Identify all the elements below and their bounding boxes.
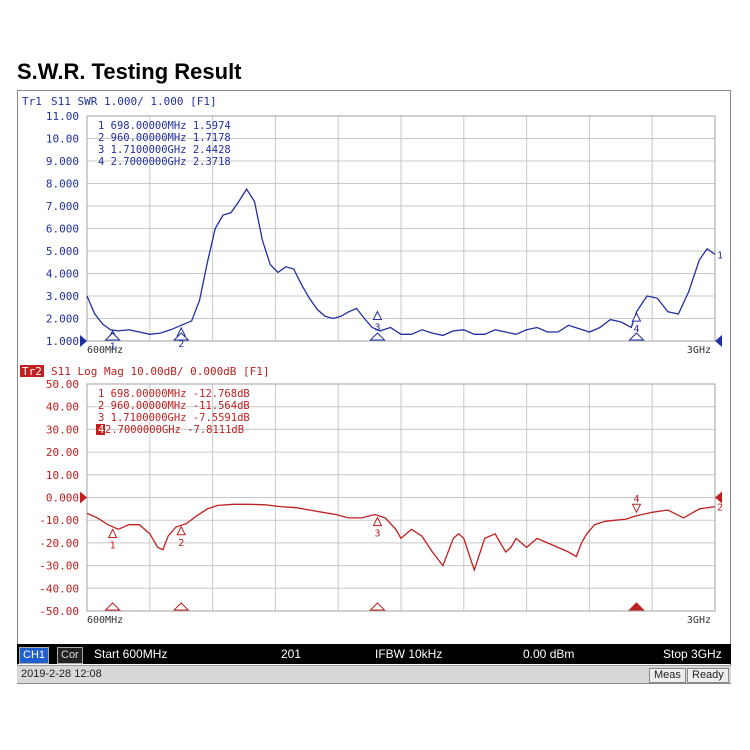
marker-position-indicator [104, 602, 121, 611]
trace-header: S11 Log Mag 10.00dB/ 0.000dB [F1] [51, 365, 270, 378]
reference-arrow-left [80, 491, 87, 504]
y-tick-label: 9.000 [46, 155, 79, 168]
y-tick-label: 5.000 [46, 245, 79, 258]
page-title: S.W.R. Testing Result [17, 59, 242, 84]
y-tick-label: -30.00 [39, 560, 79, 573]
swr-panel: Tr1 S11 SWR 1.000/ 1.000 [F1] 11.00 10.00 9.… [22, 95, 723, 356]
marker-table-row: 2 960.00000MHz 1.7178 [98, 132, 231, 144]
y-tick-label: -10.00 [39, 514, 79, 527]
reference-arrow-right [715, 335, 722, 347]
marker-triangle [631, 503, 642, 514]
ready-indicator: Ready [687, 668, 729, 683]
marker-label: 2 [178, 538, 184, 549]
y-tick-label: -50.00 [39, 605, 79, 618]
status-bar: CH1 Cor Start 600MHz 201 IFBW 10kHz 0.00… [17, 644, 731, 664]
marker-table-row: 4 2.7000000GHz 2.3718 [98, 156, 231, 168]
sweep-points[interactable]: 201 [281, 647, 302, 661]
y-tick-label: 30.00 [46, 423, 79, 436]
marker-position-indicator [369, 602, 386, 611]
active-marker-bg [96, 424, 105, 435]
y-tick-label: 10.00 [46, 469, 79, 482]
marker-position-indicator [369, 332, 386, 341]
marker-label: 1 [110, 540, 116, 551]
plot-border [86, 115, 716, 342]
reference-arrow-left [80, 335, 87, 347]
marker-label: 4 [634, 494, 640, 505]
marker-triangle [107, 528, 118, 538]
power-level[interactable]: 0.00 dBm [523, 647, 575, 661]
marker-position-indicator [628, 332, 645, 341]
marker-table-row: 2 960.00000MHz -11.564dB [98, 400, 250, 412]
analyzer-screen: Tr1 S11 SWR 1.000/ 1.000 [F1] 11.00 10.00 9.… [17, 90, 731, 684]
y-tick-label: 20.00 [46, 446, 79, 459]
marker-table-row: 1 698.00000MHz 1.5974 [98, 120, 231, 132]
marker-label: 2 [178, 339, 184, 350]
trace-end-label: 1 [717, 250, 723, 261]
trace-label: Tr1 [22, 95, 42, 108]
start-frequency[interactable]: Start 600MHz [94, 647, 168, 661]
marker-label: 3 [374, 323, 380, 334]
x-stop-label: 3GHz [687, 345, 711, 356]
meas-indicator[interactable]: Meas [649, 668, 686, 683]
if-bandwidth[interactable]: IFBW 10kHz [375, 647, 443, 661]
trace-label-bg [20, 365, 44, 377]
marker-triangle [372, 310, 383, 321]
timestamp: 2019-2-28 12:08 [21, 668, 102, 680]
y-tick-label: 1.000 [46, 335, 79, 348]
marker-position-indicator [104, 332, 121, 341]
y-tick-label: 4.000 [46, 268, 79, 281]
x-stop-label: 3GHz [687, 615, 711, 626]
x-start-label: 600MHz [87, 615, 123, 626]
y-tick-label: 8.000 [46, 178, 79, 191]
y-tick-label: 11.00 [46, 110, 79, 123]
marker-table-row: 2.7000000GHz -7.8111dB [105, 424, 244, 436]
y-tick-label: -40.00 [39, 582, 79, 595]
trace-header: S11 SWR 1.000/ 1.000 [F1] [51, 95, 217, 108]
marker-label: 3 [374, 529, 380, 540]
trace-line [86, 187, 716, 337]
y-tick-label: 2.000 [46, 313, 79, 326]
y-tick-label: 0.000 [46, 492, 79, 505]
y-tick-label: -20.00 [39, 537, 79, 550]
marker-table-row: 3 1.7100000GHz 2.4428 [98, 144, 231, 156]
trace-end-label: 2 [717, 503, 723, 514]
y-tick-label: 3.000 [46, 290, 79, 303]
marker-position-indicator [172, 332, 190, 341]
chart-area: Tr1 S11 SWR 1.000/ 1.000 [F1] 11.00 10.00 9.… [20, 95, 723, 626]
channel-indicator[interactable]: CH1 [19, 647, 50, 664]
y-tick-label: 10.00 [46, 133, 79, 146]
marker-triangle [372, 516, 383, 527]
trace-label: Tr2 [22, 365, 42, 378]
marker-position-indicator [628, 602, 645, 611]
reference-arrow-right [715, 491, 722, 504]
y-tick-label: 50.00 [46, 378, 79, 391]
marker-table-number: 4 [98, 424, 104, 436]
marker-table-row: 1 698.00000MHz -12.768dB [98, 388, 250, 400]
marker-label: 1 [110, 342, 116, 353]
marker-triangle [176, 525, 187, 536]
marker-position-indicator [172, 602, 190, 611]
marker-label: 4 [634, 324, 640, 335]
correction-indicator[interactable]: Cor [57, 647, 83, 664]
y-tick-label: 40.00 [46, 401, 79, 414]
stop-frequency[interactable]: Stop 3GHz [663, 647, 722, 661]
marker-triangle [631, 312, 642, 322]
y-tick-label: 7.000 [46, 200, 79, 213]
y-tick-label: 6.000 [46, 223, 79, 236]
logmag-panel: Tr2 S11 Log Mag 10.00dB/ 0.000dB [F1]50.0… [20, 365, 723, 626]
marker-table-row: 3 1.7100000GHz -7.5591dB [98, 412, 250, 424]
info-bar: 2019-2-28 12:08 Meas Ready [17, 665, 731, 683]
trace-line [86, 503, 716, 573]
x-start-label: 600MHz [87, 345, 123, 356]
